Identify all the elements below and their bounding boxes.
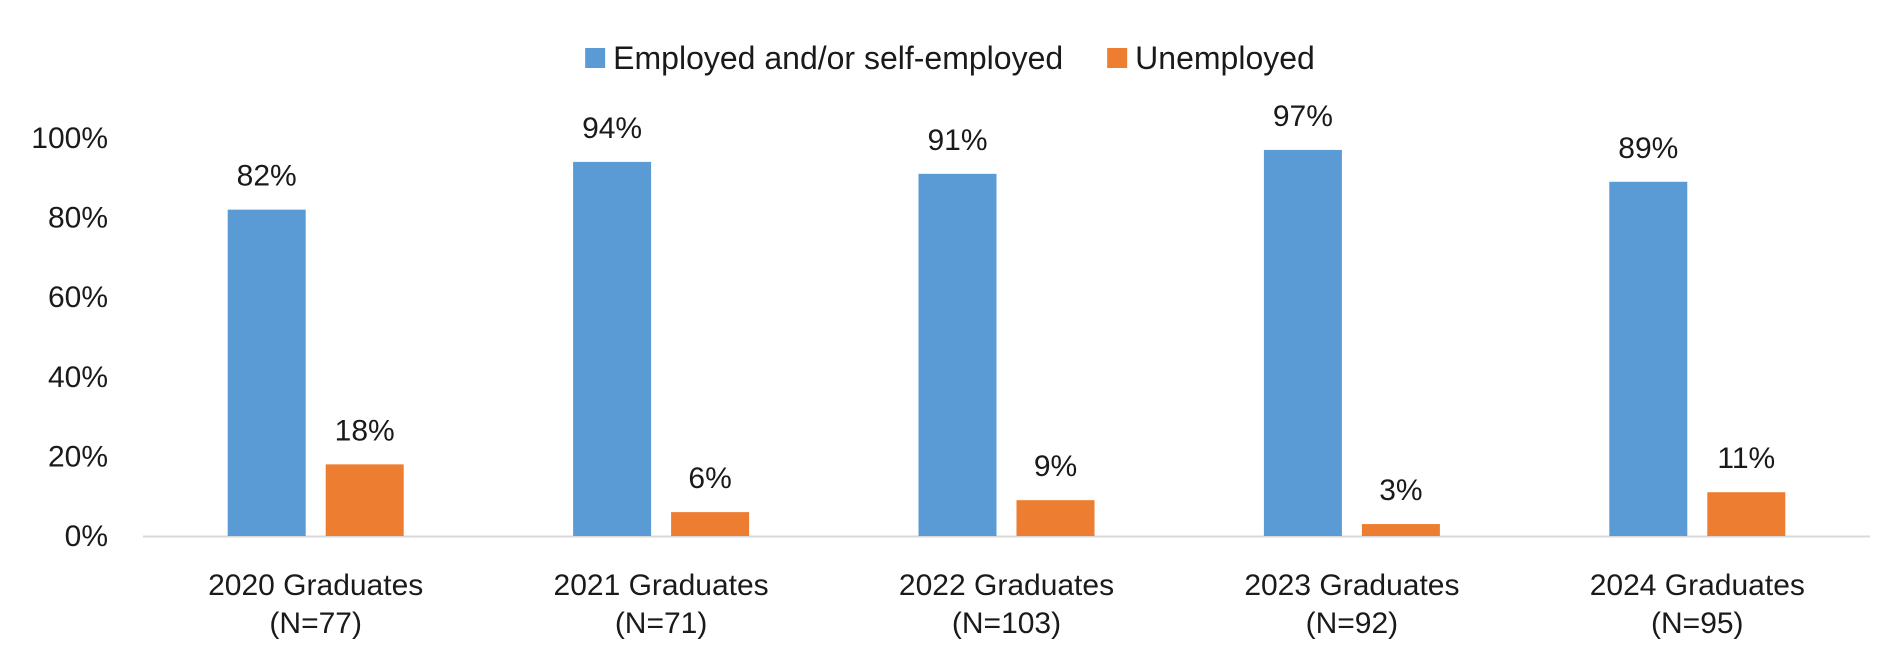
bar-unemployed xyxy=(1016,500,1095,536)
y-tick-label: 100% xyxy=(31,122,108,155)
x-tick-label: (N=77) xyxy=(269,607,362,640)
x-tick-label: (N=71) xyxy=(615,607,708,640)
y-tick-label: 40% xyxy=(48,361,108,394)
y-tick-label: 0% xyxy=(65,520,108,553)
legend-label: Employed and/or self-employed xyxy=(613,40,1063,76)
data-label: 91% xyxy=(927,124,987,157)
data-label: 11% xyxy=(1717,442,1775,475)
data-label: 89% xyxy=(1618,132,1678,165)
bars xyxy=(227,149,1786,536)
y-tick-label: 20% xyxy=(48,440,108,473)
bar-unemployed xyxy=(671,512,750,536)
y-axis: 0% 20% 40% 60% 80% 100% xyxy=(31,122,108,553)
x-tick-label: 2020 Graduates xyxy=(208,569,423,602)
data-labels: 82% 18% 94% 6% 91% 9% 97% 3% 89% 11% xyxy=(237,100,1776,507)
x-tick-label: 2022 Graduates xyxy=(899,569,1114,602)
data-label: 18% xyxy=(335,414,395,447)
legend-swatch xyxy=(1107,48,1128,68)
data-label: 97% xyxy=(1273,100,1333,133)
x-tick-label: 2024 Graduates xyxy=(1590,569,1805,602)
legend-swatch xyxy=(585,48,606,68)
data-label: 94% xyxy=(582,112,642,145)
bar-employed xyxy=(573,161,652,536)
bar-unemployed xyxy=(325,464,404,536)
data-label: 3% xyxy=(1379,474,1422,507)
x-axis: 2020 Graduates (N=77) 2021 Graduates (N=71)… xyxy=(143,535,1870,640)
bar-employed xyxy=(227,209,306,536)
y-tick-label: 80% xyxy=(48,202,108,235)
bar-employed xyxy=(1609,181,1688,536)
data-label: 6% xyxy=(688,462,731,495)
chart-legend: Employed and/or self-employed Unemployed xyxy=(585,40,1315,76)
x-tick-label: (N=92) xyxy=(1306,607,1399,640)
x-tick-label: 2023 Graduates xyxy=(1244,569,1459,602)
data-label: 82% xyxy=(237,160,297,193)
x-tick-label: (N=103) xyxy=(952,607,1061,640)
y-tick-label: 60% xyxy=(48,281,108,314)
x-tick-label: 2021 Graduates xyxy=(554,569,769,602)
bar-employed xyxy=(918,173,997,536)
bar-employed xyxy=(1263,149,1342,536)
legend-label: Unemployed xyxy=(1135,40,1315,76)
bar-unemployed xyxy=(1361,524,1440,536)
bar-unemployed xyxy=(1707,492,1786,536)
data-label: 9% xyxy=(1034,450,1077,483)
x-tick-label: (N=95) xyxy=(1651,607,1744,640)
